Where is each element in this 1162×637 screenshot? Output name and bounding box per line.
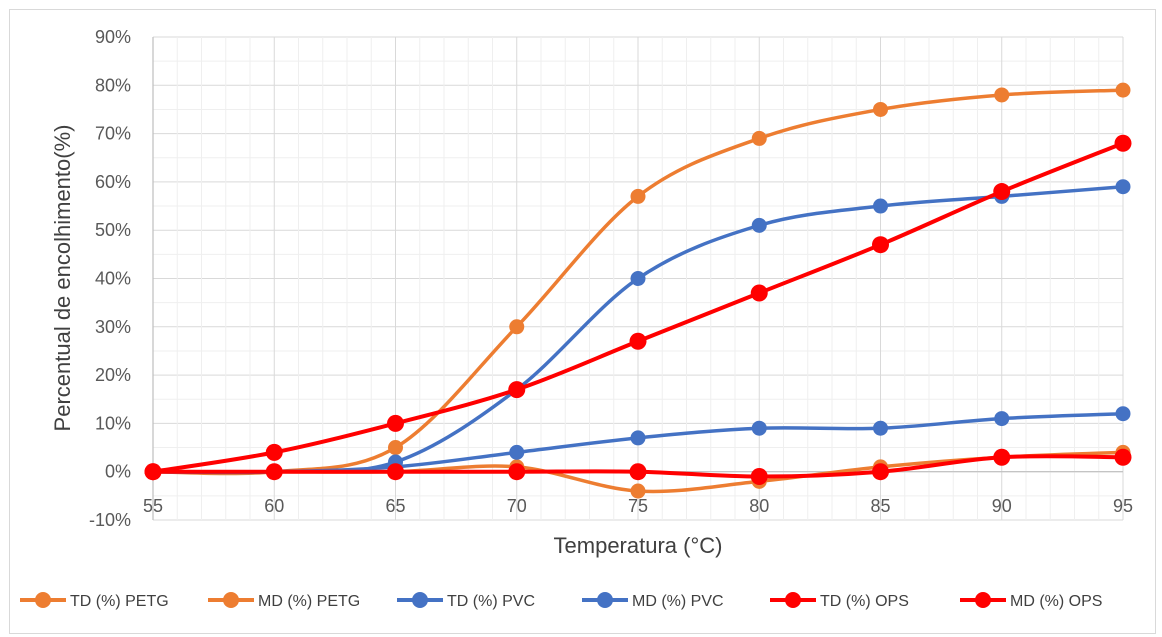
legend-marker bbox=[975, 592, 991, 608]
x-tick-label: 60 bbox=[264, 496, 284, 516]
data-point bbox=[1115, 179, 1131, 195]
data-point bbox=[873, 198, 888, 214]
grid bbox=[152, 36, 1124, 521]
data-point bbox=[629, 463, 647, 481]
data-point bbox=[751, 130, 767, 146]
data-point bbox=[993, 448, 1011, 466]
data-point bbox=[630, 271, 646, 286]
y-tick-label: 0% bbox=[105, 462, 131, 482]
legend-item: MD (%) PVC bbox=[582, 592, 724, 610]
data-point bbox=[508, 381, 526, 399]
data-point bbox=[872, 463, 889, 481]
legend-label: MD (%) PETG bbox=[258, 593, 360, 610]
data-point bbox=[873, 101, 888, 117]
data-point bbox=[750, 468, 768, 486]
y-tick-label: 50% bbox=[95, 220, 131, 240]
legend-item: TD (%) PETG bbox=[20, 592, 169, 610]
legend-label: MD (%) PVC bbox=[632, 593, 724, 610]
data-point bbox=[1114, 448, 1132, 466]
data-point bbox=[508, 463, 526, 481]
series-lines bbox=[144, 82, 1132, 499]
legend-label: MD (%) OPS bbox=[1010, 593, 1102, 610]
data-point bbox=[872, 236, 889, 254]
x-axis-title: Temperatura (°C) bbox=[554, 533, 723, 558]
legend-item: MD (%) OPS bbox=[960, 592, 1102, 610]
data-point bbox=[630, 430, 646, 446]
data-point bbox=[144, 463, 162, 481]
data-point bbox=[509, 444, 525, 460]
tick-labels: -10% 0% 10% 20% 30% 40% 50% 60% 70% 80% 90% 55 60 65 7… bbox=[89, 27, 1133, 530]
data-point bbox=[388, 440, 403, 456]
y-axis-title: Percentual de encolhimento(%) bbox=[50, 125, 75, 432]
legend-label: TD (%) PVC bbox=[447, 593, 535, 610]
chart-frame bbox=[9, 9, 1156, 634]
data-point bbox=[1115, 406, 1131, 422]
x-tick-label: 95 bbox=[1113, 496, 1133, 516]
legend: TD (%) PETG MD (%) PETG TD (%) PVC MD (%) P… bbox=[20, 592, 1102, 610]
y-tick-label: -10% bbox=[89, 510, 131, 530]
data-point bbox=[751, 217, 767, 233]
x-tick-label: 65 bbox=[385, 496, 405, 516]
y-tick-label: 70% bbox=[95, 124, 131, 144]
legend-label: TD (%) PETG bbox=[70, 593, 169, 610]
data-point bbox=[630, 188, 646, 204]
data-point bbox=[751, 420, 767, 436]
legend-marker bbox=[785, 592, 801, 608]
y-tick-label: 80% bbox=[95, 75, 131, 95]
series-md-ops bbox=[144, 448, 1132, 486]
x-tick-label: 55 bbox=[143, 496, 163, 516]
x-tick-label: 70 bbox=[507, 496, 527, 516]
y-tick-label: 40% bbox=[95, 269, 131, 289]
legend-label: TD (%) OPS bbox=[820, 593, 909, 610]
x-tick-label: 75 bbox=[628, 496, 648, 516]
series-line bbox=[151, 88, 1125, 476]
data-point bbox=[265, 463, 283, 481]
y-tick-label: 60% bbox=[95, 172, 131, 192]
data-point bbox=[387, 414, 404, 432]
data-point bbox=[994, 87, 1010, 103]
legend-marker bbox=[223, 592, 239, 608]
data-point bbox=[994, 411, 1010, 427]
legend-marker bbox=[35, 592, 51, 608]
y-tick-label: 30% bbox=[95, 317, 131, 337]
data-point bbox=[630, 483, 646, 499]
legend-marker bbox=[412, 592, 428, 608]
x-tick-label: 85 bbox=[870, 496, 890, 516]
data-point bbox=[509, 319, 525, 335]
y-tick-label: 10% bbox=[95, 413, 131, 433]
data-point bbox=[1114, 134, 1132, 152]
x-tick-label: 90 bbox=[992, 496, 1012, 516]
legend-item: TD (%) OPS bbox=[770, 592, 909, 610]
data-point bbox=[629, 332, 647, 350]
data-point bbox=[1115, 82, 1131, 98]
data-point bbox=[387, 463, 404, 481]
data-point bbox=[993, 183, 1011, 201]
legend-marker bbox=[597, 592, 613, 608]
legend-item: MD (%) PETG bbox=[208, 592, 360, 610]
data-point bbox=[873, 420, 888, 436]
data-point bbox=[265, 443, 283, 461]
series-td-ops bbox=[144, 134, 1132, 481]
legend-item: TD (%) PVC bbox=[397, 592, 535, 610]
data-point bbox=[750, 284, 768, 302]
y-tick-label: 20% bbox=[95, 365, 131, 385]
x-tick-label: 80 bbox=[749, 496, 769, 516]
y-tick-label: 90% bbox=[95, 27, 131, 47]
